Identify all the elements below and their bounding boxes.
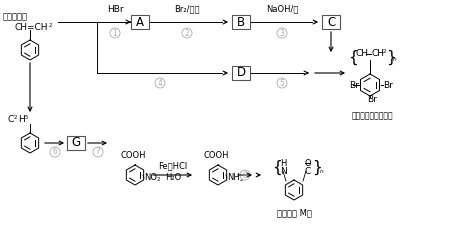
Text: C: C: [7, 115, 13, 124]
Text: CH: CH: [355, 50, 368, 59]
Text: 6: 6: [53, 148, 57, 156]
Circle shape: [182, 28, 192, 38]
Text: H: H: [280, 160, 286, 169]
Circle shape: [93, 147, 103, 157]
Text: $\}$: $\}$: [312, 159, 322, 177]
Text: NaOH/醇: NaOH/醇: [266, 4, 298, 13]
Text: G: G: [71, 136, 80, 150]
Text: Br₂/铁粉: Br₂/铁粉: [174, 4, 200, 13]
Circle shape: [277, 78, 287, 88]
Text: $_2$: $_2$: [239, 175, 244, 184]
Text: （苯乙烯）: （苯乙烯）: [3, 12, 28, 21]
Text: CH: CH: [371, 50, 384, 59]
Text: A: A: [136, 16, 144, 29]
Bar: [131, 15, 149, 29]
Circle shape: [50, 147, 60, 157]
Text: $\}$: $\}$: [386, 49, 396, 67]
Circle shape: [110, 28, 120, 38]
Text: HBr: HBr: [107, 4, 123, 13]
Text: 3: 3: [280, 29, 284, 38]
Text: N: N: [280, 166, 287, 175]
Text: 5: 5: [280, 79, 284, 88]
Text: H₂O: H₂O: [165, 173, 181, 182]
Text: $_2$: $_2$: [156, 175, 161, 184]
Text: $\{$: $\{$: [272, 159, 282, 177]
Text: Fe、HCl: Fe、HCl: [158, 162, 188, 171]
Text: $\{$: $\{$: [348, 49, 358, 67]
Text: COOH: COOH: [120, 151, 146, 160]
Text: 1: 1: [113, 29, 117, 38]
Text: 8: 8: [243, 171, 247, 180]
Text: $_n$: $_n$: [319, 167, 324, 176]
Circle shape: [277, 28, 287, 38]
Text: Br: Br: [367, 95, 377, 104]
Text: D: D: [236, 67, 245, 80]
Text: NH: NH: [227, 173, 240, 183]
Text: O: O: [304, 160, 311, 169]
Text: （聚三溴代苯乙烯）: （聚三溴代苯乙烯）: [351, 112, 393, 121]
Text: C: C: [327, 16, 335, 29]
Bar: [67, 136, 85, 150]
Text: NO: NO: [144, 173, 157, 183]
Text: $_2$: $_2$: [13, 113, 18, 122]
Text: B: B: [237, 16, 245, 29]
Text: H: H: [18, 115, 25, 124]
Text: $_2$: $_2$: [382, 48, 387, 57]
Text: （高聚物 M）: （高聚物 M）: [277, 209, 311, 217]
Bar: [232, 66, 250, 80]
Text: 2: 2: [184, 29, 189, 38]
Circle shape: [155, 78, 165, 88]
Text: $_5$: $_5$: [24, 113, 29, 122]
Bar: [322, 15, 340, 29]
Text: $_n$: $_n$: [392, 55, 397, 64]
Text: 4: 4: [158, 79, 162, 88]
Text: $_2$: $_2$: [48, 21, 53, 30]
Text: COOH: COOH: [203, 151, 229, 160]
Text: Br: Br: [383, 81, 393, 90]
Text: CH=CH: CH=CH: [14, 23, 47, 32]
Text: 7: 7: [96, 148, 100, 156]
Bar: [232, 15, 250, 29]
Text: Br: Br: [349, 81, 359, 90]
Text: C: C: [304, 166, 310, 175]
Circle shape: [240, 170, 250, 180]
